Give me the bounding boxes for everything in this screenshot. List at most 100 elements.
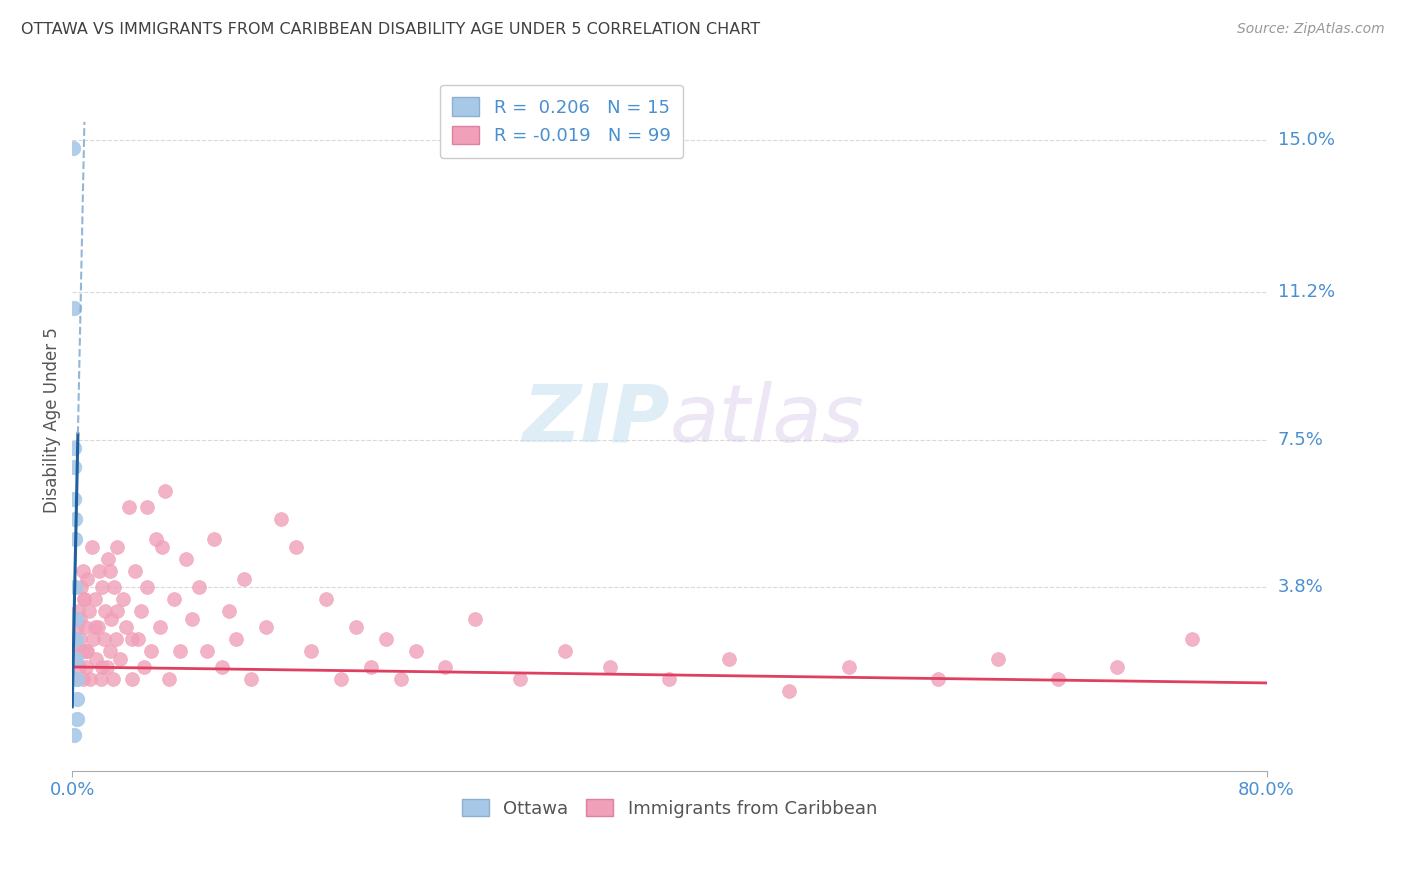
Point xyxy=(105,541,128,555)
Point xyxy=(299,644,322,658)
Point xyxy=(63,441,86,455)
Point xyxy=(157,672,180,686)
Point xyxy=(115,620,138,634)
Point xyxy=(135,580,157,594)
Point xyxy=(65,632,87,646)
Point xyxy=(62,141,84,155)
Point xyxy=(66,672,89,686)
Text: 3.8%: 3.8% xyxy=(1278,578,1323,596)
Point xyxy=(188,580,211,594)
Point xyxy=(405,644,427,658)
Point xyxy=(329,672,352,686)
Point xyxy=(63,533,86,547)
Point xyxy=(180,612,202,626)
Point xyxy=(84,652,107,666)
Point xyxy=(65,672,87,686)
Point xyxy=(69,632,91,646)
Point xyxy=(79,672,101,686)
Y-axis label: Disability Age Under 5: Disability Age Under 5 xyxy=(44,326,60,513)
Point xyxy=(509,672,531,686)
Point xyxy=(232,572,254,586)
Point xyxy=(118,500,141,515)
Point xyxy=(149,620,172,634)
Point xyxy=(63,652,86,666)
Point xyxy=(90,672,112,686)
Point xyxy=(129,604,152,618)
Point xyxy=(254,620,277,634)
Point xyxy=(73,592,96,607)
Point xyxy=(75,644,97,658)
Point xyxy=(63,492,86,507)
Point xyxy=(195,644,218,658)
Point xyxy=(65,612,87,626)
Point xyxy=(65,652,87,666)
Point xyxy=(778,684,800,698)
Point xyxy=(135,500,157,515)
Point xyxy=(82,632,104,646)
Point xyxy=(599,660,621,674)
Point xyxy=(121,672,143,686)
Point xyxy=(86,620,108,634)
Point xyxy=(132,660,155,674)
Point xyxy=(1107,660,1129,674)
Point xyxy=(121,632,143,646)
Point xyxy=(270,512,292,526)
Point xyxy=(225,632,247,646)
Point xyxy=(63,512,86,526)
Point xyxy=(73,620,96,634)
Point xyxy=(108,652,131,666)
Point xyxy=(70,644,93,658)
Point xyxy=(70,580,93,594)
Point xyxy=(91,660,114,674)
Point xyxy=(66,644,89,658)
Point xyxy=(987,652,1010,666)
Point xyxy=(218,604,240,618)
Point xyxy=(72,564,94,578)
Point xyxy=(83,592,105,607)
Point xyxy=(838,660,860,674)
Point xyxy=(80,541,103,555)
Point xyxy=(658,672,681,686)
Point xyxy=(464,612,486,626)
Point xyxy=(66,620,89,634)
Point xyxy=(174,552,197,566)
Point xyxy=(145,533,167,547)
Point xyxy=(67,660,90,674)
Point xyxy=(389,672,412,686)
Point xyxy=(75,660,97,674)
Point xyxy=(202,533,225,547)
Point xyxy=(87,564,110,578)
Text: ZIP: ZIP xyxy=(522,381,669,458)
Point xyxy=(1046,672,1069,686)
Point xyxy=(63,580,86,594)
Point xyxy=(66,691,89,706)
Point xyxy=(1181,632,1204,646)
Point xyxy=(94,604,117,618)
Point xyxy=(98,644,121,658)
Point xyxy=(63,632,86,646)
Point xyxy=(62,301,84,315)
Point xyxy=(63,460,86,475)
Point xyxy=(100,612,122,626)
Point xyxy=(285,541,308,555)
Point xyxy=(103,580,125,594)
Point xyxy=(374,632,396,646)
Point xyxy=(718,652,741,666)
Point xyxy=(73,592,96,607)
Point xyxy=(66,712,89,726)
Point xyxy=(169,644,191,658)
Point xyxy=(62,728,84,742)
Legend: Ottawa, Immigrants from Caribbean: Ottawa, Immigrants from Caribbean xyxy=(454,792,884,825)
Text: 7.5%: 7.5% xyxy=(1278,431,1323,449)
Text: Source: ZipAtlas.com: Source: ZipAtlas.com xyxy=(1237,22,1385,37)
Point xyxy=(105,604,128,618)
Point xyxy=(97,552,120,566)
Point xyxy=(93,632,115,646)
Point xyxy=(554,644,576,658)
Text: atlas: atlas xyxy=(669,381,865,458)
Point xyxy=(211,660,233,674)
Point xyxy=(67,604,90,618)
Point xyxy=(127,632,149,646)
Point xyxy=(76,572,98,586)
Point xyxy=(124,564,146,578)
